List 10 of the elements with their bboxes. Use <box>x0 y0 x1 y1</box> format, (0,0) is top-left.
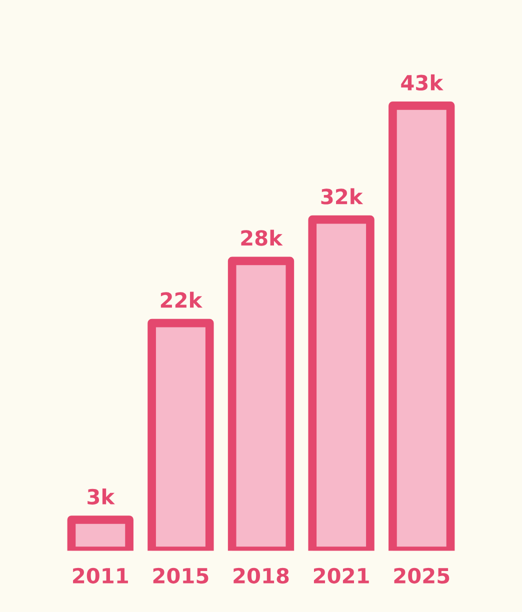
x-tick-label: 2015 <box>153 568 208 584</box>
data-label: 28k <box>241 230 283 246</box>
data-label: 3k <box>88 488 115 505</box>
data-label: 43k <box>401 74 444 91</box>
x-tick-label: 2021 <box>314 568 369 584</box>
x-tick-label: 2025 <box>394 568 450 584</box>
x-tick-label: 2018 <box>234 568 289 584</box>
data-label: 22k <box>160 292 203 308</box>
x-tick-label: 2011 <box>73 568 128 584</box>
data-label: 32k <box>321 188 364 204</box>
